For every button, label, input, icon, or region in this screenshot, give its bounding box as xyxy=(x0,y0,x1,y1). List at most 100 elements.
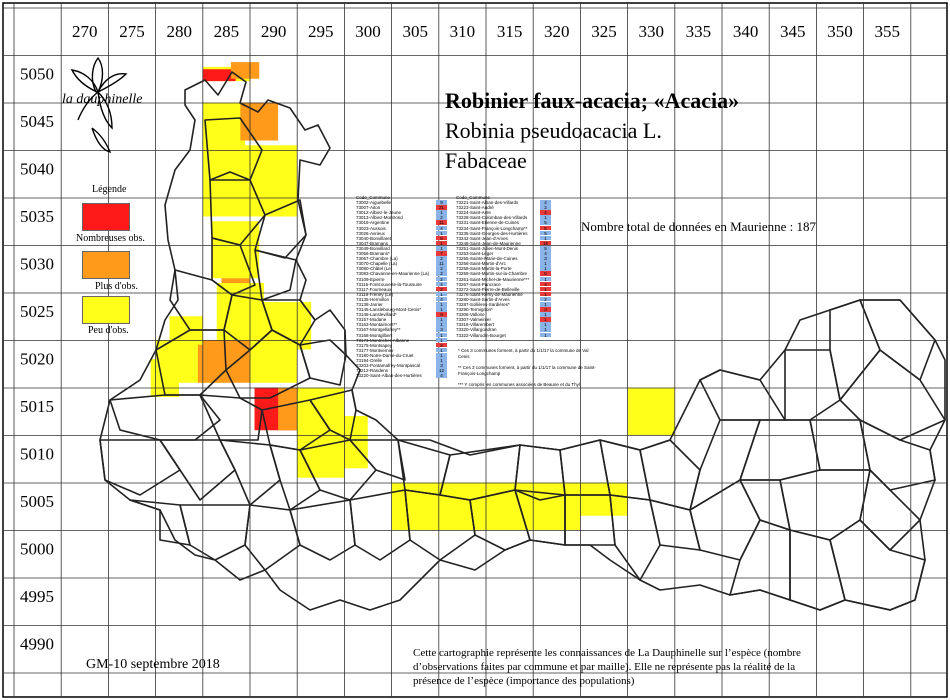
commune-name: 73177-Montvernier xyxy=(356,347,394,353)
table-row: 73223-Saint-André 2 xyxy=(456,205,556,210)
commune-count: 4 xyxy=(436,373,447,378)
obs-cell xyxy=(391,482,439,530)
commune-count: 3 xyxy=(436,327,447,332)
table-row: 73306-Valloire 1 xyxy=(456,312,556,317)
obs-cell xyxy=(580,482,628,516)
table-row: 73116-Fontcouverte-la-Toussuire 4 xyxy=(356,281,456,287)
commune-name: 73012-Albiez-le-Jeune xyxy=(356,210,402,216)
obs-cell xyxy=(202,69,236,82)
commune-name: 73173-Montricher-Albanne xyxy=(356,337,410,343)
table-row: 73251-Saint-Julien-Mont-Denis 5 xyxy=(456,245,556,251)
footnotes: * Ces 3 communes forment, à partir du 1/… xyxy=(458,348,598,393)
commune-name: 73163-Montaimont** xyxy=(356,322,398,328)
footnote: * Ces 3 communes forment, à partir du 1/… xyxy=(458,348,589,359)
commune-name: 73212-Randens xyxy=(356,368,389,374)
commune-count: 21 xyxy=(436,205,447,210)
table-row: 73280-Saint-Sorlin-d'Arves 2 xyxy=(456,296,556,302)
commune-count: 4 xyxy=(540,251,551,256)
commune-name: 73023-Aussois xyxy=(356,225,386,231)
commune-count: 1 xyxy=(436,210,447,215)
table-row: 73322-Villarodin-Bourget 1 xyxy=(456,332,556,338)
table-row: 73267-Saint-Pancrace 4 xyxy=(456,281,556,287)
table-row: 73023-Aussois 4 xyxy=(356,225,456,231)
commune-count: 9 xyxy=(436,200,447,205)
commune-count: 1 xyxy=(540,276,551,281)
commune-name: 73167-Montgellafrey** xyxy=(356,327,401,333)
table-row: 73203-Pontamafrey-Montpascal 3 xyxy=(356,363,456,368)
commune-count: 11 xyxy=(436,261,447,266)
commune-name: 73255-Sainte-Marie-de-Cuines xyxy=(456,256,518,262)
x-tick-label: 325 xyxy=(591,22,617,41)
commune-name: 73047-Bramans xyxy=(356,240,389,246)
commune-count: 1 xyxy=(436,240,447,246)
commune-name: 73145-Lanslebourg-Mont-Cenis* xyxy=(356,307,422,313)
table-row: 73228-Saint-Colomban-des-Villards 1 xyxy=(456,215,556,220)
y-tick-label: 5015 xyxy=(20,397,54,416)
y-tick-label: 5045 xyxy=(20,112,54,131)
commune-name: 73146-Lanslevillard* xyxy=(356,312,397,318)
x-axis-labels: 270 275 280 285 290 295 300 305 310 315 320 325 330 3… xyxy=(72,22,900,41)
commune-name: 73119-Freney (Le) xyxy=(356,291,393,297)
commune-count: 3 xyxy=(436,363,447,368)
commune-name: 73242-Saint-Jean-d'Arves xyxy=(456,235,508,241)
table-row: 73067-Chambre (La) 2 xyxy=(356,256,456,261)
obs-cell xyxy=(230,62,260,79)
commune-count: 1 xyxy=(540,327,551,332)
table-row: 73168-Montgilbert 1 xyxy=(356,332,456,338)
table-row: 73258-Saint-Martin-la-Porte 1 xyxy=(456,266,556,271)
x-tick-label: 300 xyxy=(355,22,381,41)
table-row: 73056-Bramans* 7 xyxy=(356,251,456,256)
table-header: Code_Commune xyxy=(356,195,391,200)
table-row: 73255-Sainte-Marie-de-Cuines 3 xyxy=(456,256,556,261)
date-stamp: GM-10 septembre 2018 xyxy=(86,657,220,672)
y-tick-label: 5035 xyxy=(20,207,54,226)
commune-name: 73221-Saint-Alban-des-Villards xyxy=(456,200,519,206)
commune-name: 73220-Saint-Alban-des-Hurtières xyxy=(356,373,422,379)
commune-count: 3 xyxy=(540,307,551,312)
commune-count: 2 xyxy=(540,296,551,302)
obs-cell xyxy=(278,387,302,431)
commune-name: 73235-Saint-Georges-des-Hurtières xyxy=(456,230,528,236)
table-row: 73259-Saint-Martin-sur-la-Chambre 5 xyxy=(456,271,556,276)
commune-count: 2 xyxy=(436,266,447,271)
commune-count: 1 xyxy=(436,245,447,251)
x-tick-label: 295 xyxy=(308,22,334,41)
table-row: 73224-Saint-Avre 4 xyxy=(456,210,556,215)
table-row: 73177-Montvernier 1 xyxy=(356,347,456,353)
table-row: 73234-Saint-François-Longchamp** 5 xyxy=(456,225,556,231)
table-row: 73002-Aiguebelle 9 xyxy=(356,200,456,205)
commune-name: 73320-Villargondran xyxy=(456,327,497,333)
commune-name: 73049-Bonvillard xyxy=(356,245,390,251)
commune-count: 1 xyxy=(436,337,447,342)
obs-cell xyxy=(202,102,246,150)
table-row: 73253-Saint-Léger 4 xyxy=(456,251,556,256)
commune-count: 5 xyxy=(540,225,551,230)
commune-count: 5 xyxy=(540,245,551,251)
commune-name: 73080-Châtel (Le) xyxy=(356,266,393,272)
commune-count: 15 xyxy=(540,240,551,246)
table-row: 73135-Hermillon 4 xyxy=(356,296,456,302)
obs-cell xyxy=(533,482,581,530)
commune-count: 1 xyxy=(540,301,551,307)
table-row: 73138-Jarrier 1 xyxy=(356,301,456,307)
table-row: 73117-Fourneaux 2 xyxy=(356,286,456,292)
x-tick-label: 320 xyxy=(544,22,570,41)
table-row: 73180-Notre-Dame-du-Cruet 1 xyxy=(356,352,456,358)
commune-table-right: Code_Commune 73221-Saint-Alban-des-Villa… xyxy=(456,195,556,338)
table-row: 73194-Orelle 1 xyxy=(356,358,456,363)
table-row: 73019-Argentine 11 xyxy=(356,220,456,225)
x-tick-label: 305 xyxy=(402,22,428,41)
y-tick-label: 5050 xyxy=(20,65,54,84)
commune-name: 73180-Notre-Dame-du-Cruet xyxy=(356,352,414,358)
table-row: 73256-Saint-Martin-d'Arc 1 xyxy=(456,261,556,266)
commune-count: 1 xyxy=(540,266,551,271)
table-row: 73307-Valmeinier 1 xyxy=(456,317,556,322)
commune-name: 73272-Saint-Pierre-de-Belleville xyxy=(456,286,520,292)
commune-name: 73175-Montsapey xyxy=(356,342,393,348)
table-row: 73145-Lanslebourg-Mont-Cenis* 1 xyxy=(356,307,456,312)
table-row: 73231-Saint-Etienne-de-Cuines 5 xyxy=(456,220,556,225)
commune-name: 73116-Fontcouverte-la-Toussuire xyxy=(356,281,422,287)
commune-name: 73203-Pontamafrey-Montpascal xyxy=(356,363,421,369)
commune-count: 2 xyxy=(436,256,447,261)
